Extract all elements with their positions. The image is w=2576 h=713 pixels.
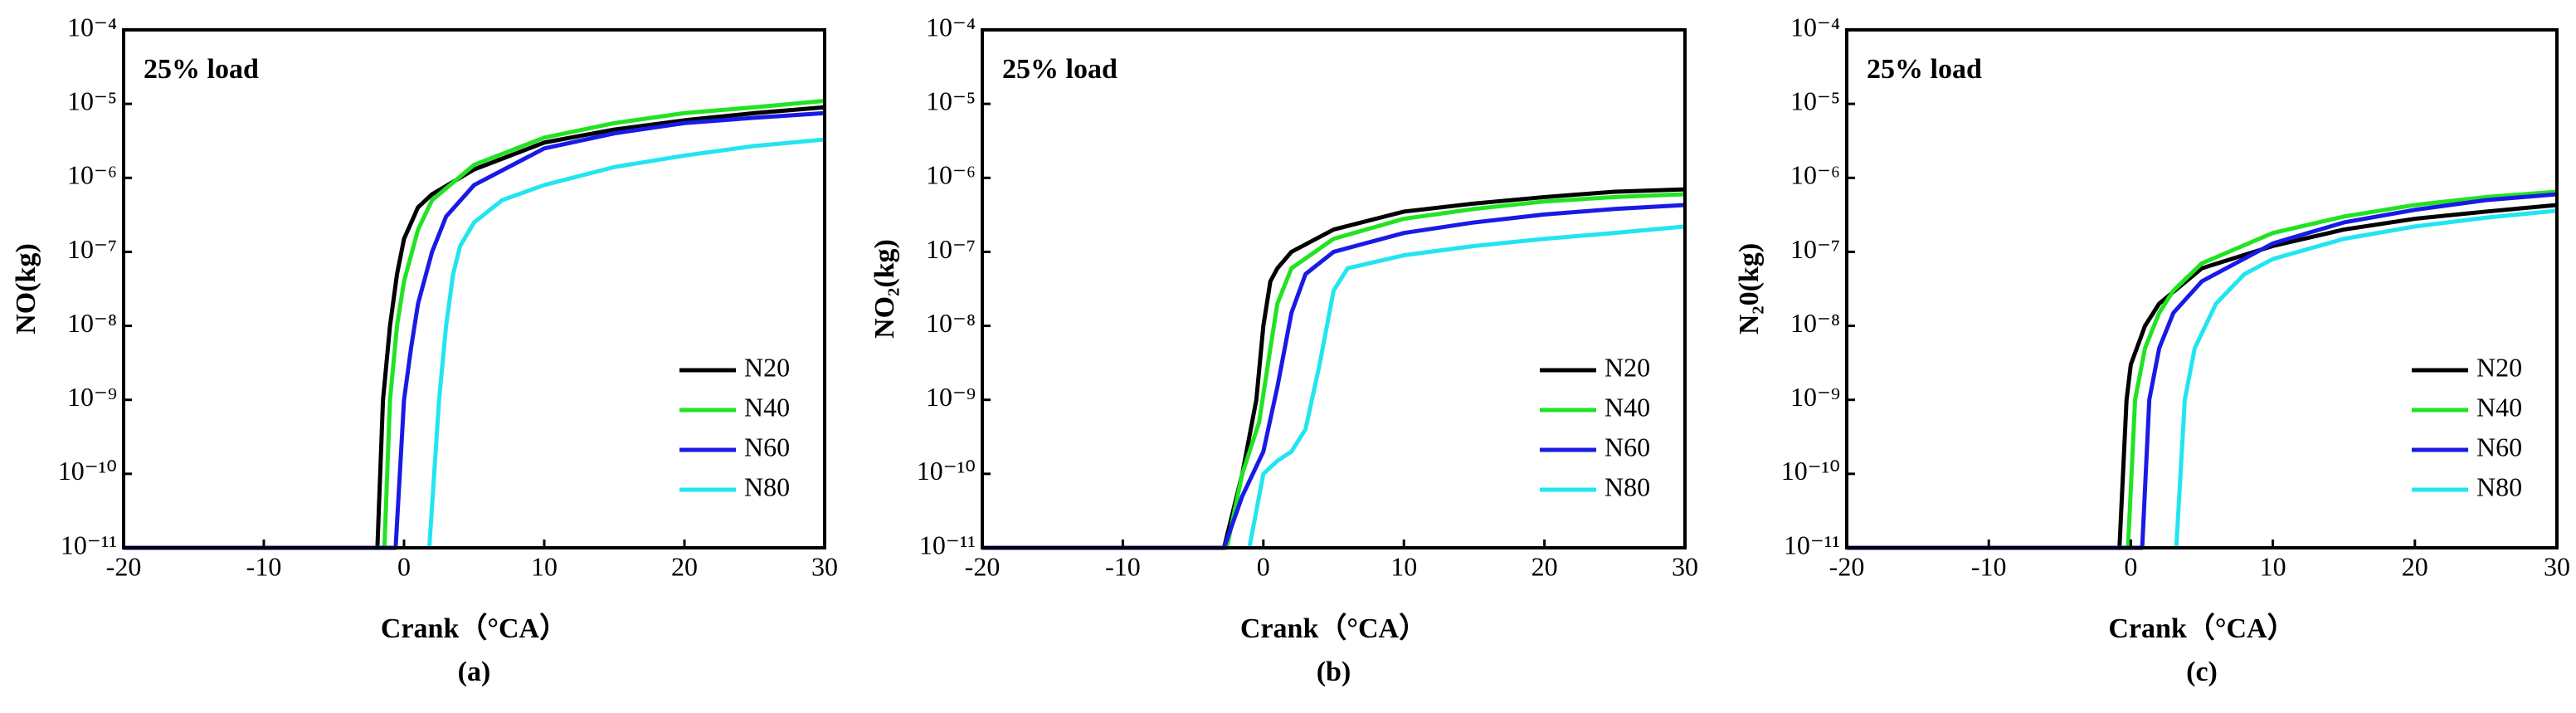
y-tick-label: 10⁻⁷: [1790, 234, 1840, 264]
panel-label: (a): [458, 657, 491, 687]
legend-label: N40: [2476, 392, 2522, 422]
data-line: [1247, 224, 1686, 549]
panel-label: (b): [1317, 657, 1351, 687]
data-line: [982, 203, 1686, 550]
x-tick-label: 10: [2260, 551, 2286, 581]
y-tick-label: 10⁻⁷: [67, 234, 117, 264]
data-line: [2174, 208, 2558, 549]
legend-label: N60: [1605, 432, 1650, 461]
panel: -20 -10 0 10 20 30 10⁻¹¹ 10⁻¹⁰ 10⁻⁹ 10⁻⁸ 10⁻⁷ 10⁻⁶ 1…: [11, 12, 838, 686]
annotation: 25% load: [1867, 54, 1982, 85]
x-tick-label: 30: [2544, 551, 2570, 581]
x-tick-label: 30: [811, 551, 838, 581]
x-tick-label: 20: [671, 551, 698, 581]
legend-label: N20: [1605, 352, 1650, 382]
data-line: [982, 192, 1686, 550]
y-tick-label: 10⁻⁵: [1790, 85, 1840, 115]
panel-label: (c): [2186, 657, 2218, 687]
y-tick-label: 10⁻¹⁰: [1781, 456, 1840, 486]
x-axis-label: Crank（°CA）: [2108, 612, 2295, 644]
y-tick-label: 10⁻⁶: [67, 160, 117, 190]
y-tick-label: 10⁻⁸: [1790, 308, 1840, 338]
plot-frame: [122, 28, 826, 549]
y-tick-label: 10⁻⁸: [67, 308, 117, 338]
y-tick-label: 10⁻⁹: [67, 382, 117, 412]
legend-label: N80: [2476, 471, 2522, 501]
y-tick-label: 10⁻⁷: [926, 234, 976, 264]
y-tick-label: 10⁻⁴: [926, 12, 976, 42]
data-line: [1847, 203, 2558, 550]
panel: -20 -10 0 10 20 30 10⁻¹¹ 10⁻¹⁰ 10⁻⁹ 10⁻⁸ 10⁻⁷ 10⁻⁶ 1…: [869, 12, 1698, 686]
x-tick-label: 10: [1390, 551, 1417, 581]
legend-label: N60: [2476, 432, 2522, 461]
legend-label: N40: [1605, 392, 1650, 422]
x-tick-label: 20: [2402, 551, 2428, 581]
x-axis-label: Crank（°CA）: [1240, 612, 1427, 644]
y-tick-label: 10⁻⁶: [926, 160, 976, 190]
y-tick-label: 10⁻⁹: [926, 382, 976, 412]
x-tick-label: 20: [1531, 551, 1558, 581]
x-tick-label: -10: [246, 551, 282, 581]
y-tick-label: 10⁻¹¹: [919, 530, 976, 559]
y-tick-label: 10⁻⁵: [926, 85, 976, 115]
plot-frame: [1845, 28, 2559, 549]
legend-label: N20: [744, 352, 790, 382]
y-tick-label: 10⁻¹¹: [61, 530, 117, 559]
y-tick-label: 10⁻¹⁰: [58, 456, 117, 486]
data-line: [124, 105, 825, 550]
y-tick-label: 10⁻⁸: [926, 308, 976, 338]
y-tick-label: 10⁻⁴: [1790, 12, 1840, 42]
panel: -20 -10 0 10 20 30 10⁻¹¹ 10⁻¹⁰ 10⁻⁹ 10⁻⁸ 10⁻⁷ 10⁻⁶ 1…: [1734, 12, 2570, 686]
x-tick-label: 0: [1257, 551, 1270, 581]
y-axis-label: NO₂(kg): [869, 239, 900, 339]
data-line: [124, 110, 825, 550]
data-line: [426, 137, 825, 549]
x-tick-label: 30: [1672, 551, 1698, 581]
x-tick-label: 10: [531, 551, 558, 581]
y-tick-label: 10⁻¹¹: [1784, 530, 1840, 559]
x-tick-label: 0: [2124, 551, 2137, 581]
y-tick-label: 10⁻⁵: [67, 85, 117, 115]
data-line: [124, 98, 825, 550]
legend-label: N80: [744, 471, 790, 501]
legend-label: N60: [744, 432, 790, 461]
legend-label: N20: [2476, 352, 2522, 382]
x-tick-label: -10: [1105, 551, 1141, 581]
plot-frame: [981, 28, 1687, 549]
legend-label: N40: [744, 392, 790, 422]
y-tick-label: 10⁻⁶: [1790, 160, 1840, 190]
y-tick-label: 10⁻¹⁰: [917, 456, 976, 486]
x-axis-label: Crank（°CA）: [381, 612, 567, 644]
y-axis-label: N₂0(kg): [1734, 243, 1765, 335]
x-tick-label: -20: [965, 551, 1001, 581]
data-line: [1847, 189, 2558, 550]
y-axis-label: NO(kg): [11, 243, 41, 335]
data-line: [1847, 192, 2558, 550]
x-tick-label: -10: [1971, 551, 2007, 581]
y-tick-label: 10⁻⁹: [1790, 382, 1840, 412]
legend-label: N80: [1605, 471, 1650, 501]
x-tick-label: -20: [1829, 551, 1865, 581]
x-tick-label: 0: [397, 551, 411, 581]
annotation: 25% load: [144, 54, 259, 85]
x-tick-label: -20: [106, 551, 142, 581]
y-tick-label: 10⁻⁴: [67, 12, 117, 42]
annotation: 25% load: [1002, 54, 1118, 85]
